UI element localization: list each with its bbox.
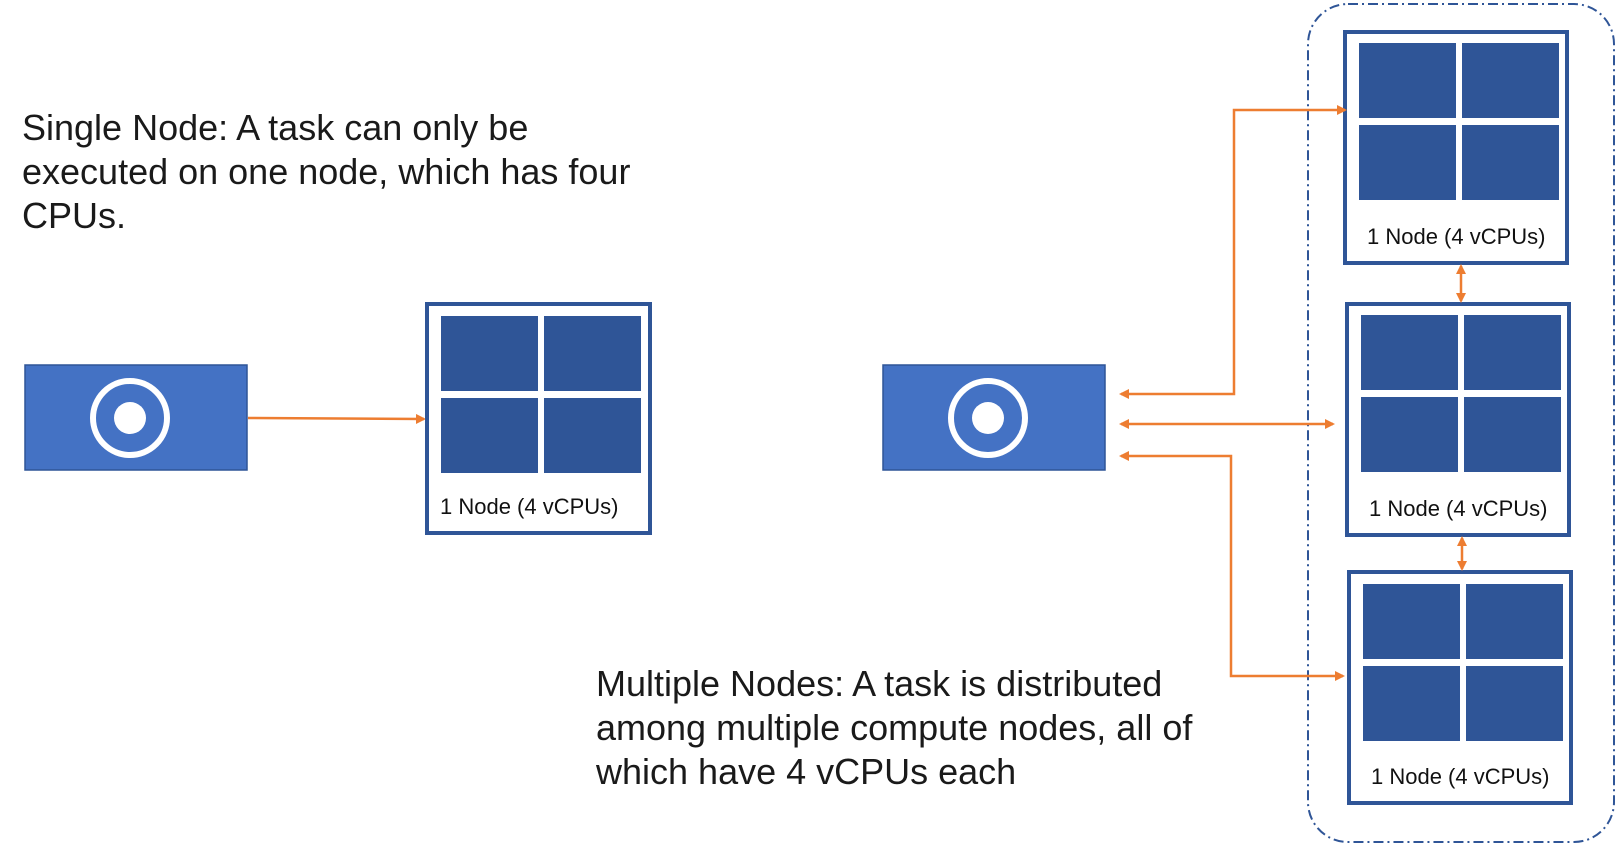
cpu-core-icon [1359, 125, 1456, 200]
caption-line: CPUs. [22, 195, 127, 236]
cluster-node-3 [1347, 570, 1573, 805]
single-task-block [24, 364, 248, 471]
cluster-boundary [1307, 3, 1615, 843]
single-node-label: 1 Node (4 vCPUs) [440, 494, 619, 519]
cpu-core-icon [1359, 43, 1456, 118]
cpu-core-icon [544, 398, 641, 473]
caption-line: among multiple compute nodes, all of [596, 707, 1193, 748]
cpu-core-icon [1464, 397, 1561, 472]
cpu-core-icon [1466, 666, 1563, 741]
cluster-node-1 [1343, 30, 1569, 265]
cpu-core-icon [1466, 584, 1563, 659]
cluster-node-3-label: 1 Node (4 vCPUs) [1371, 764, 1550, 789]
arrow-to-node-1 [1119, 105, 1347, 399]
cluster-node-2 [1345, 302, 1571, 537]
single-node [425, 302, 652, 535]
cluster-node-2-label: 1 Node (4 vCPUs) [1369, 496, 1548, 521]
target-icon [948, 378, 1028, 458]
caption-line: executed on one node, which has four [22, 151, 631, 192]
cpu-core-icon [1464, 315, 1561, 390]
cluster-node-1-label: 1 Node (4 vCPUs) [1367, 224, 1546, 249]
multiple-nodes-caption: Multiple Nodes: A task is distributed am… [596, 662, 1192, 794]
target-icon [90, 378, 170, 458]
caption-line: Multiple Nodes: A task is distributed [596, 663, 1163, 704]
cpu-core-icon [441, 316, 538, 391]
target-icon-center [972, 402, 1004, 434]
cpu-core-icon [441, 398, 538, 473]
cpu-core-icon [1462, 43, 1559, 118]
single-node-caption: Single Node: A task can only be executed… [22, 106, 630, 238]
multi-task-block [882, 364, 1106, 471]
caption-line: Single Node: A task can only be [22, 107, 529, 148]
cpu-core-icon [1462, 125, 1559, 200]
caption-line: which have 4 vCPUs each [596, 751, 1017, 792]
arrow-to-node-3 [1119, 451, 1345, 681]
target-icon-center [114, 402, 146, 434]
cpu-core-icon [1363, 666, 1460, 741]
cpu-core-icon [1361, 315, 1458, 390]
cpu-core-icon [1361, 397, 1458, 472]
single-arrow [247, 413, 426, 424]
cpu-core-icon [1363, 584, 1460, 659]
cpu-core-icon [544, 316, 641, 391]
